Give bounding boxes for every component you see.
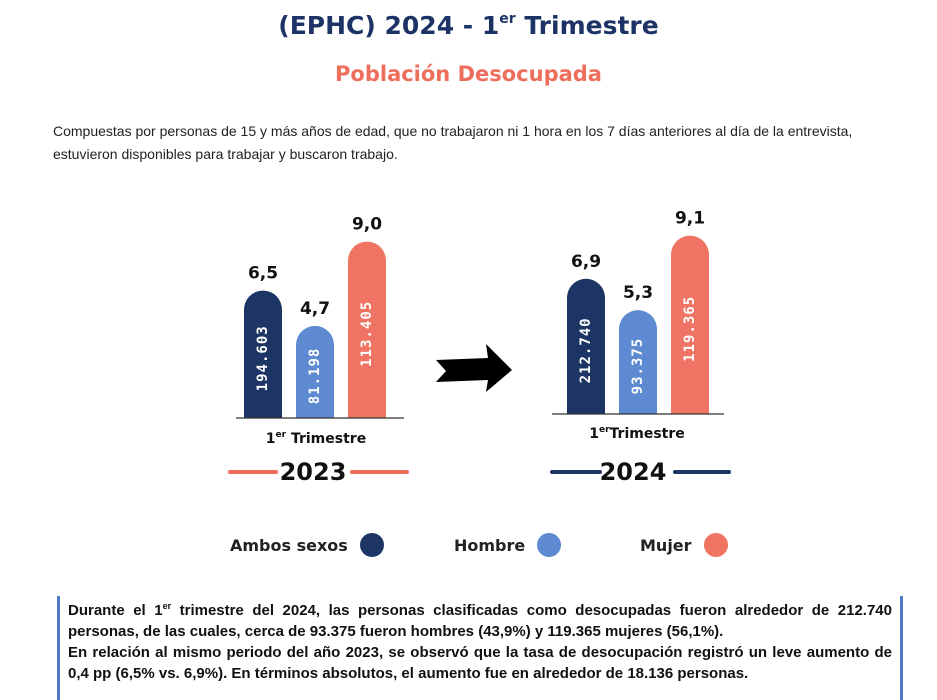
bar-2024-2 (671, 235, 709, 414)
legend-dot-ambos-icon (359, 533, 384, 557)
rate-label-2024-2: 9,1 (675, 209, 705, 229)
legend-dot-hombre-icon (537, 533, 562, 557)
count-label-2023-2: 113.405 (359, 301, 375, 367)
count-label-2023-0: 194.603 (255, 325, 271, 391)
bar-2023-0 (244, 290, 282, 418)
count-label-2023-1: 81.198 (307, 348, 323, 405)
bar-2024-1 (619, 310, 657, 414)
count-label-2024-2: 119.365 (682, 296, 698, 362)
rate-label-2023-1: 4,7 (300, 299, 330, 319)
bar-2023-1 (296, 325, 334, 418)
rate-label-2023-2: 9,0 (352, 215, 382, 235)
note-paragraph-1: Durante el 1er trimestre del 2024, las p… (68, 601, 892, 640)
note-paragraph-2: En relación al mismo periodo del año 202… (68, 644, 892, 682)
rate-label-2024-1: 5,3 (623, 283, 653, 303)
unemployment-charts: 6,5 194.603 4,7 81.198 9,0 113.405 1er Trimest… (228, 209, 731, 486)
section-subtitle: Población Desocupada (335, 62, 602, 86)
year-label-2023: 2023 (280, 458, 347, 486)
page-title: (EPHC) 2024 - 1er Trimestre (278, 11, 659, 40)
count-label-2024-1: 93.375 (630, 338, 646, 395)
description-text: Compuestas por personas de 15 y más años… (53, 123, 853, 162)
period-label-2023: 1er Trimestre (266, 430, 366, 447)
rate-label-2023-0: 6,5 (248, 264, 278, 284)
period-label-2024: 1erTrimestre (589, 425, 685, 442)
bar-2023-2 (348, 241, 386, 418)
legend-dot-mujer-icon (703, 533, 728, 557)
legend-item-ambos: Ambos sexos (230, 531, 384, 559)
legend-item-hombre: Hombre (454, 531, 562, 559)
year-label-2024: 2024 (600, 458, 667, 486)
rate-label-2024-0: 6,9 (571, 252, 601, 272)
legend-label-mujer: Mujer (640, 535, 692, 555)
arrow-icon (436, 344, 512, 392)
legend-label-hombre: Hombre (454, 535, 526, 555)
summary-note: Durante el 1er trimestre del 2024, las p… (57, 596, 903, 700)
legend-item-mujer: Mujer (640, 531, 728, 559)
count-label-2024-0: 212.740 (578, 317, 594, 383)
bar-2024-0 (567, 278, 605, 414)
legend-label-ambos: Ambos sexos (230, 535, 348, 555)
